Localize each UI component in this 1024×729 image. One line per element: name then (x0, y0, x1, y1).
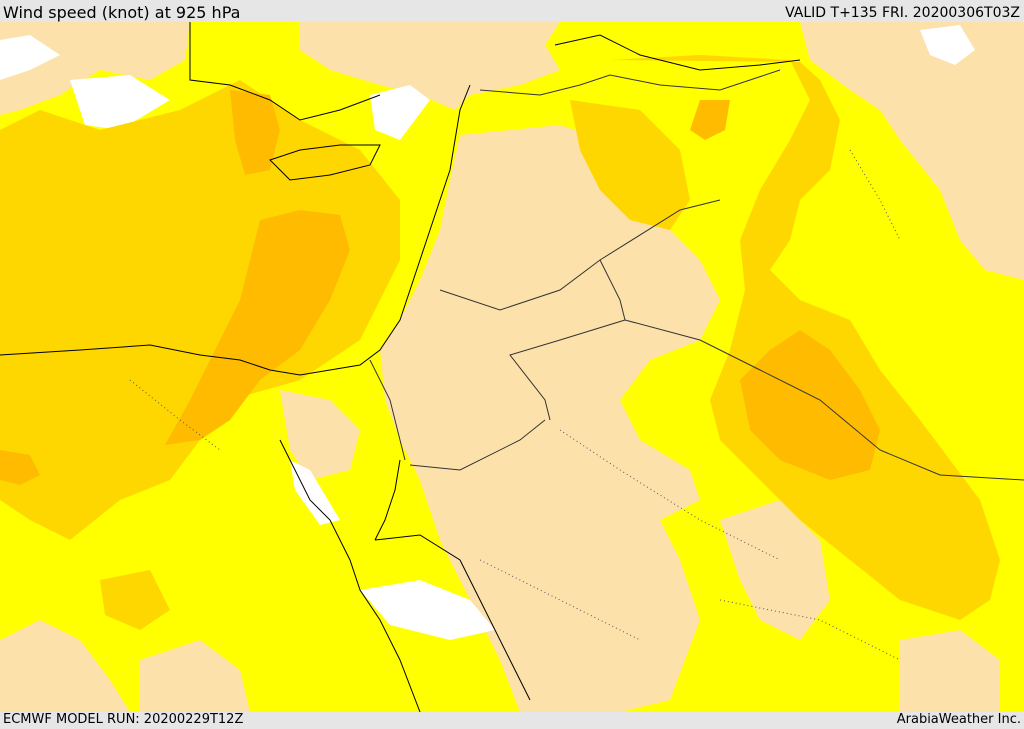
map-title: Wind speed (knot) at 925 hPa (3, 3, 241, 22)
country-borders (369, 69, 1024, 481)
admin-boundaries (129, 149, 901, 661)
wind-band-low (0, 22, 1024, 712)
wind-band-higher (0, 90, 880, 485)
valid-time-label: VALID T+135 FRI. 20200306T03Z (785, 5, 1020, 21)
wind-speed-map[interactable] (0, 22, 1024, 712)
model-run-label: ECMWF MODEL RUN: 20200229T12Z (3, 712, 244, 727)
credit-label: ArabiaWeather Inc. (896, 712, 1021, 727)
coastlines (0, 22, 801, 712)
map-canvas (0, 22, 1024, 712)
wind-band-lowest (0, 25, 975, 640)
